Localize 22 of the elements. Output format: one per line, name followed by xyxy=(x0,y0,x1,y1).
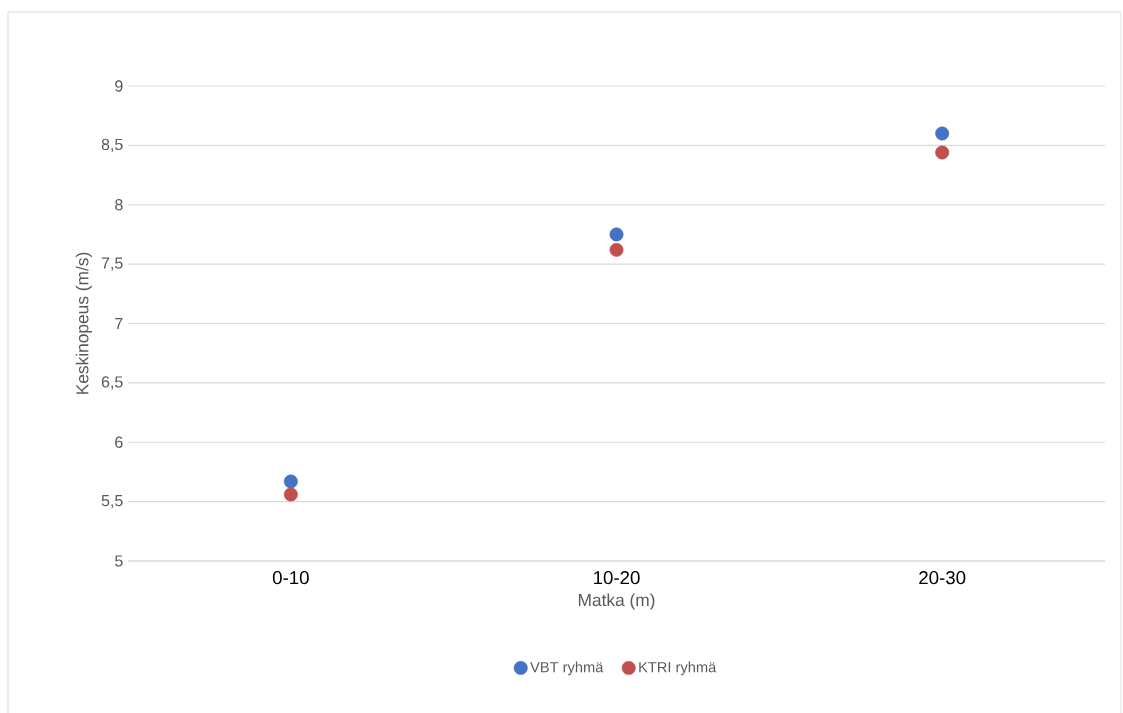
y-tick-label: 9 xyxy=(115,80,123,92)
point xyxy=(609,242,624,257)
y-tick-label: 6 xyxy=(115,436,123,448)
legend-label: VBT ryhmä xyxy=(530,661,604,676)
y-tick-label: 7,5 xyxy=(101,257,123,271)
y-tick-label: 6,5 xyxy=(101,376,123,390)
y-axis-title: Keskinopeus (m/s) xyxy=(75,252,92,394)
y-tick-label: 8,5 xyxy=(101,138,123,152)
point xyxy=(283,474,298,489)
x-tick-label: 0-10 xyxy=(272,571,309,585)
x-axis-title: Matka (m) xyxy=(578,593,655,610)
point xyxy=(935,145,950,160)
y-tick-label: 5 xyxy=(115,555,123,567)
y-tick-label: 7 xyxy=(115,317,123,329)
x-tick-label: 10-20 xyxy=(594,571,640,585)
legend-label: KTRI ryhmä xyxy=(639,661,717,676)
point xyxy=(935,126,950,141)
y-tick-label: 8 xyxy=(115,199,123,211)
point xyxy=(609,227,624,242)
point xyxy=(283,487,298,502)
y-tick-label: 5,5 xyxy=(101,495,123,509)
x-tick-label: 20-30 xyxy=(919,571,966,585)
